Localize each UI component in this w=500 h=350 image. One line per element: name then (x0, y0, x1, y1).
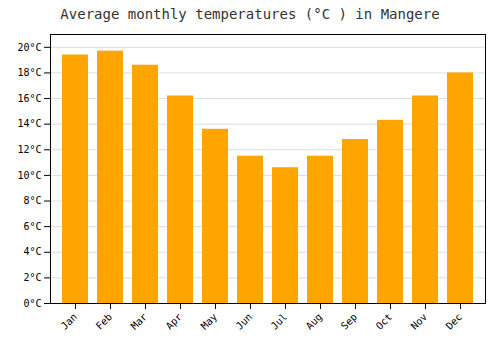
svg-text:Mar: Mar (129, 311, 150, 332)
svg-text:18°C: 18°C (17, 67, 41, 78)
svg-text:Dec: Dec (444, 311, 465, 332)
svg-text:8°C: 8°C (23, 195, 41, 206)
svg-text:10°C: 10°C (17, 170, 41, 181)
svg-text:Jan: Jan (59, 311, 80, 332)
svg-text:Nov: Nov (409, 311, 430, 332)
svg-text:16°C: 16°C (17, 93, 41, 104)
svg-text:Oct: Oct (374, 311, 395, 332)
html-text:Average monthly temperatures (: Average monthly temperatures (°C ) in Ma… (60, 6, 440, 22)
svg-text:Aug: Aug (304, 311, 325, 332)
svg-text:Jul: Jul (269, 311, 290, 332)
svg-text:4°C: 4°C (23, 246, 41, 257)
svg-text:May: May (199, 311, 220, 332)
svg-text:2°C: 2°C (23, 272, 41, 283)
svg-text:14°C: 14°C (17, 118, 41, 129)
svg-text:6°C: 6°C (23, 221, 41, 232)
svg-text:Feb: Feb (94, 311, 115, 332)
svg-text:Sep: Sep (339, 311, 360, 332)
svg-text:Apr: Apr (164, 311, 185, 332)
svg-text:12°C: 12°C (17, 144, 41, 155)
svg-text:0°C: 0°C (23, 298, 41, 309)
svg-text:20°C: 20°C (17, 42, 41, 53)
svg-text:Jun: Jun (234, 311, 255, 332)
